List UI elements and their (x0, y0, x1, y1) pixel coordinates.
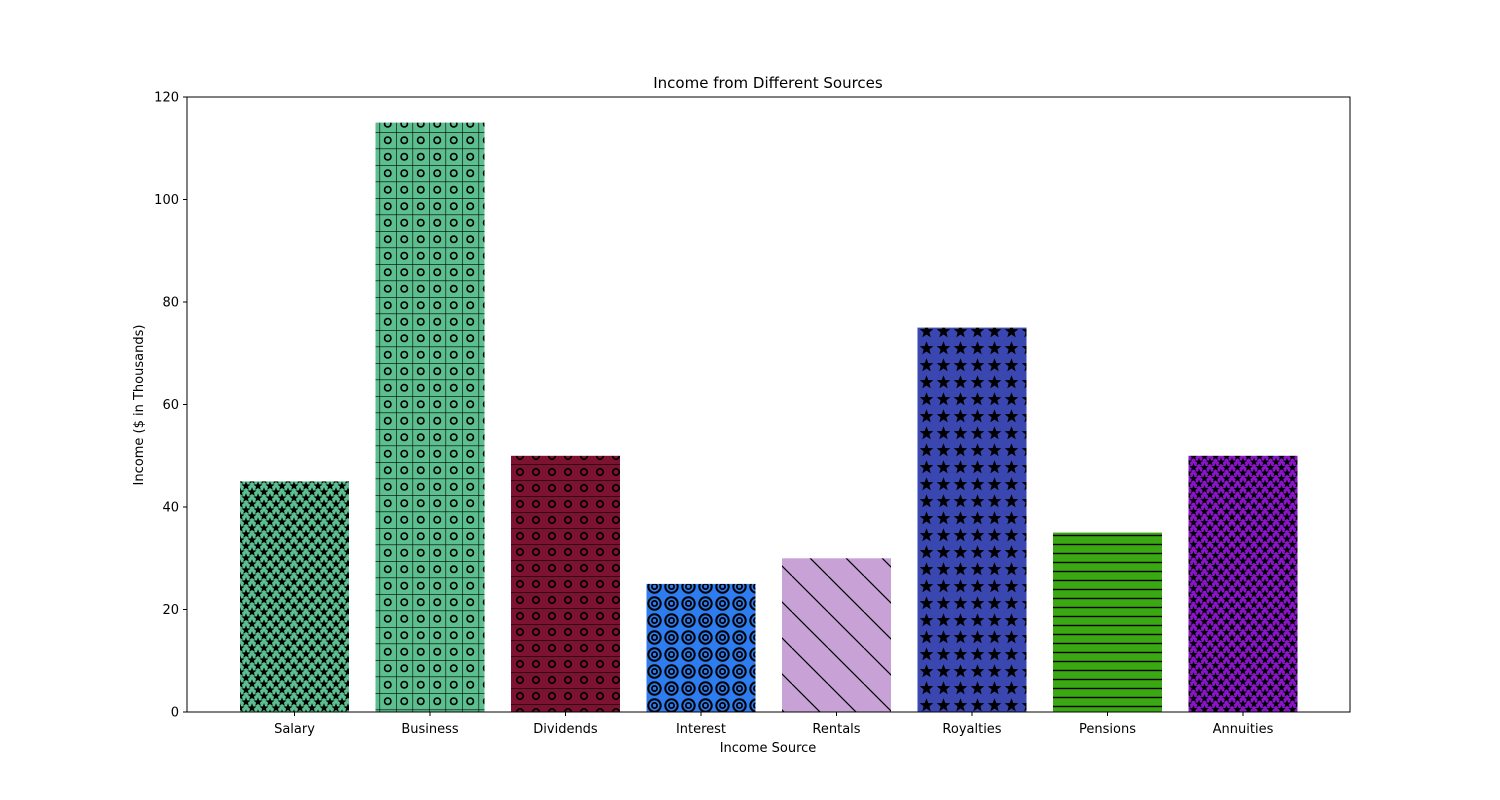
x-tick-label: Pensions (1079, 722, 1136, 737)
bar-salary (240, 481, 349, 712)
y-tick-label: 80 (162, 296, 179, 311)
axes-group: 0 20 40 60 80 100 120 Salary Business Dividends In… (154, 91, 1351, 737)
bar-annuities (1188, 455, 1298, 713)
y-tick-label: 120 (154, 91, 179, 106)
chart-title: Income from Different Sources (653, 74, 883, 92)
y-tick-label: 40 (162, 501, 179, 516)
x-tick-label: Annuities (1213, 722, 1274, 737)
bar-dividends (511, 455, 620, 713)
bars-group (240, 122, 1298, 713)
y-tick-label: 100 (154, 193, 179, 208)
x-tick-label: Salary (274, 722, 315, 737)
bar-royalties (917, 327, 1027, 712)
y-tick-label: 0 (171, 706, 179, 721)
y-axis-label: Income ($ in Thousands) (132, 325, 147, 486)
x-tick-label: Business (401, 722, 459, 737)
plot-frame (186, 96, 1351, 713)
x-tick-label: Dividends (533, 722, 598, 737)
x-tick-label: Interest (676, 722, 726, 737)
x-tick-label: Rentals (812, 722, 860, 737)
x-axis-label: Income Source (720, 741, 817, 756)
bar-pensions (1053, 532, 1162, 712)
y-tick-label: 60 (162, 398, 179, 413)
x-tick-label: Royalties (942, 722, 1001, 737)
y-tick-label: 20 (162, 603, 179, 618)
bar-interest (646, 583, 756, 712)
bar-rentals (782, 558, 891, 713)
bar-business (375, 122, 485, 713)
